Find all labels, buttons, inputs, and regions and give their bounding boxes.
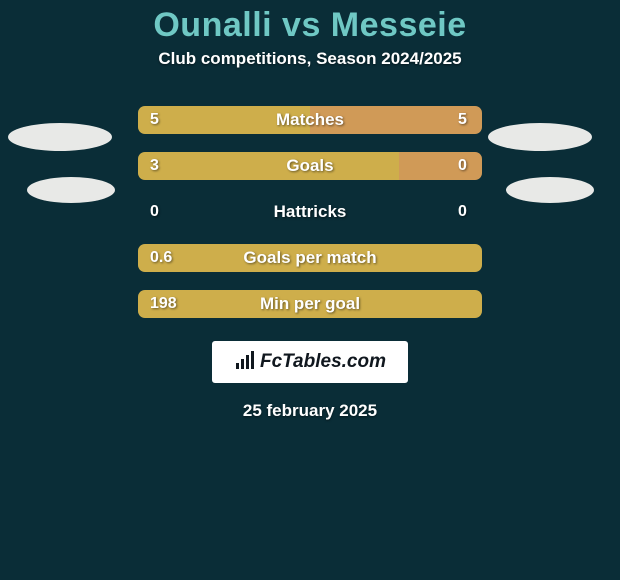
- subtitle: Club competitions, Season 2024/2025: [0, 49, 620, 69]
- club-logo: [27, 177, 115, 203]
- comparison-card: Ounalli vs Messeie Club competitions, Se…: [0, 0, 620, 421]
- brand-badge: FcTables.com: [212, 341, 408, 383]
- stat-row: 0.6Goals per match: [0, 235, 620, 281]
- page-title: Ounalli vs Messeie: [0, 6, 620, 45]
- brand-text: FcTables.com: [260, 351, 386, 372]
- club-logo: [8, 123, 112, 151]
- metric-label: Hattricks: [0, 198, 620, 226]
- date-label: 25 february 2025: [0, 401, 620, 421]
- metric-label: Min per goal: [0, 290, 620, 318]
- stat-row: 198Min per goal: [0, 281, 620, 327]
- club-logo: [506, 177, 594, 203]
- metric-label: Goals per match: [0, 244, 620, 272]
- metric-label: Goals: [0, 152, 620, 180]
- bars-icon: [234, 351, 256, 371]
- club-logo: [488, 123, 592, 151]
